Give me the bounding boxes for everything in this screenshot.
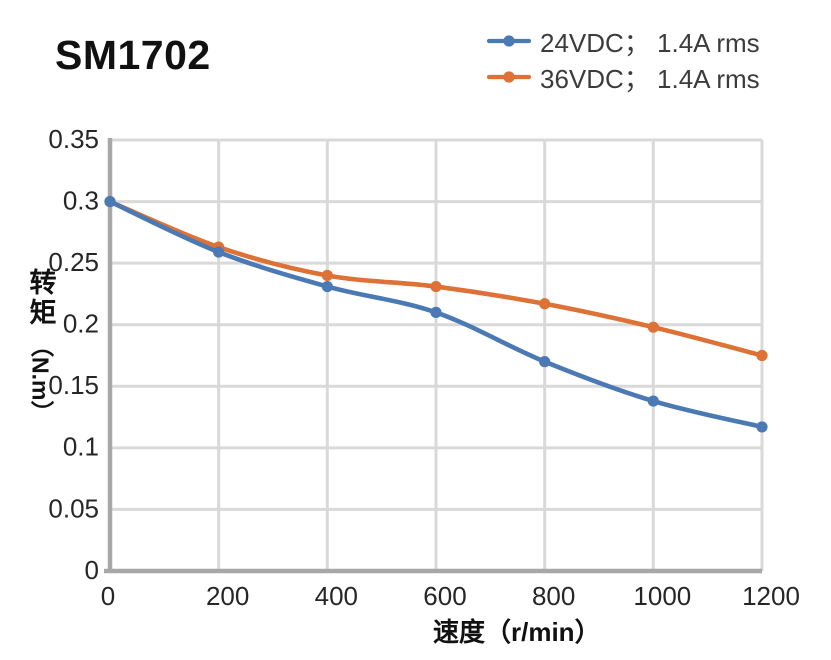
x-tick-label-800: 800	[532, 581, 575, 611]
legend-label-36vdc: 36VDC； 1.4A rms	[540, 63, 760, 94]
legend-marker-24vdc-icon	[487, 35, 531, 47]
y-tick-label-0.3: 0.3	[63, 185, 99, 215]
x-tick-label-600: 600	[423, 581, 466, 611]
series-marker-24vdc-0	[104, 195, 116, 208]
legend-item-36vdc: 36VDC； 1.4A rms	[487, 62, 760, 94]
x-tick-label-0: 0	[101, 581, 115, 611]
y-axis-title: 转矩 （N.m）	[22, 268, 58, 423]
series-marker-24vdc-200	[213, 246, 225, 258]
y-axis-unit-text: （N.m）	[27, 334, 54, 424]
series-marker-24vdc-1000	[647, 395, 659, 407]
series-marker-24vdc-600	[430, 306, 442, 318]
series-marker-36vdc-1200	[756, 349, 768, 362]
y-axis-title-text: 转矩	[25, 268, 56, 328]
y-tick-label-0.35: 0.35	[48, 124, 99, 154]
chart-title: SM1702	[55, 32, 211, 78]
series-marker-24vdc-1200	[756, 421, 768, 433]
y-tick-label-0.05: 0.05	[48, 493, 99, 523]
series-marker-24vdc-800	[539, 356, 551, 368]
series-marker-24vdc-400	[321, 280, 333, 293]
legend-item-24vdc: 24VDC； 1.4A rms	[487, 26, 760, 58]
series-marker-36vdc-800	[539, 298, 551, 310]
x-axis-title: 速度（r/min）	[433, 617, 601, 647]
series-marker-36vdc-1000	[647, 321, 659, 333]
y-tick-label-0.15: 0.15	[48, 370, 99, 400]
x-tick-label-200: 200	[206, 581, 249, 611]
legend-marker-36vdc-icon	[487, 71, 531, 83]
legend-label-24vdc: 24VDC； 1.4A rms	[540, 27, 760, 58]
x-tick-label-1000: 1000	[633, 581, 691, 611]
series-marker-36vdc-600	[430, 280, 442, 293]
legend: 24VDC； 1.4A rms 36VDC； 1.4A rms	[487, 26, 760, 94]
x-tick-label-1200: 1200	[742, 581, 800, 611]
y-tick-label-0.2: 0.2	[63, 309, 99, 339]
y-tick-label-0.25: 0.25	[48, 247, 99, 277]
series-marker-36vdc-400	[321, 269, 333, 282]
y-tick-label-0.1: 0.1	[63, 432, 99, 462]
x-tick-label-400: 400	[315, 581, 358, 611]
y-tick-label-0: 0	[85, 555, 99, 585]
